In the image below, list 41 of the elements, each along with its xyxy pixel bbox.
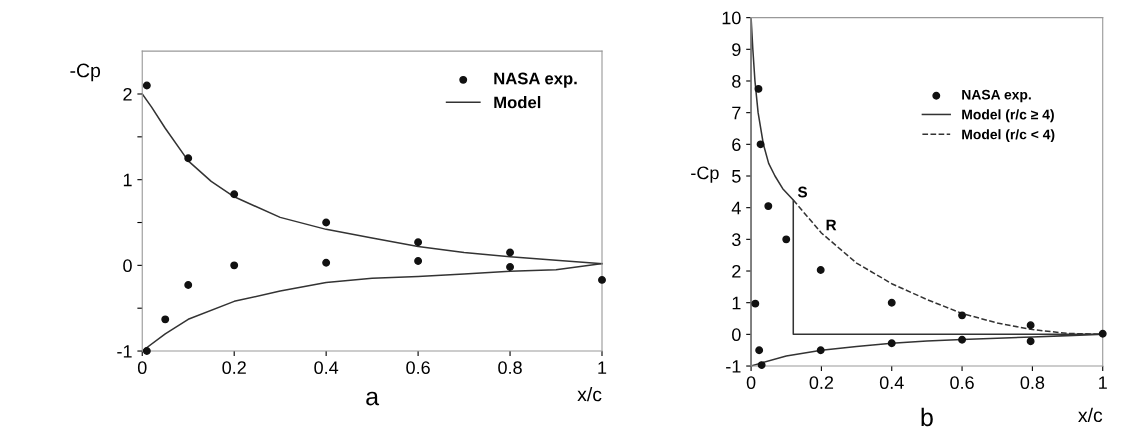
x-tick-label: 0.8 xyxy=(498,361,522,375)
y-tick-label: 4 xyxy=(731,201,741,215)
y-tick-label: 1 xyxy=(123,173,132,187)
x-tick-label: 0.2 xyxy=(809,376,834,390)
y-tick-label: 2 xyxy=(123,87,132,101)
x-tick-label: 0.2 xyxy=(222,361,246,375)
x-axis-title: x/c xyxy=(1078,407,1103,423)
x-tick-label: 0 xyxy=(746,376,756,390)
y-tick-label: -1 xyxy=(117,345,132,358)
x-tick-label: 1 xyxy=(1099,376,1107,389)
legend-label: NASA exp. xyxy=(962,89,1031,103)
annotation: R xyxy=(826,219,837,231)
legend-label: Model (r/c < 4) xyxy=(962,129,1055,143)
x-axis-title: x/c xyxy=(577,387,602,402)
legend-label: Model (r/c ≥ 4) xyxy=(962,109,1054,123)
y-tick-label: 7 xyxy=(732,106,741,120)
x-tick-label: 0.6 xyxy=(406,361,430,375)
text: b xyxy=(921,407,933,427)
y-tick-label: 6 xyxy=(732,138,741,152)
x-tick-label: 0.4 xyxy=(314,361,339,375)
y-tick-label: 8 xyxy=(732,74,741,88)
y-tick-label: 0 xyxy=(732,328,741,342)
y-tick-label: 1 xyxy=(732,296,741,310)
y-tick-label: 2 xyxy=(732,264,741,278)
x-tick-label: 1 xyxy=(598,361,607,374)
y-axis-title: -Cp xyxy=(691,166,719,183)
y-tick-label: -1 xyxy=(726,360,741,373)
y-tick-label: 3 xyxy=(732,233,741,247)
legend-label: Model xyxy=(494,96,541,109)
x-tick-label: 0.6 xyxy=(950,376,974,390)
x-tick-label: 0.4 xyxy=(879,376,904,390)
x-tick-label: 0 xyxy=(137,361,147,375)
y-tick-label: 5 xyxy=(732,170,741,183)
legend-label: NASA exp. xyxy=(494,72,577,88)
annotation: S xyxy=(797,186,808,198)
y-tick-label: 0 xyxy=(123,259,132,273)
y-axis-title: -Cp xyxy=(70,63,101,82)
text: a xyxy=(366,391,380,406)
x-tick-label: 0.8 xyxy=(1020,376,1045,390)
y-tick-label: 9 xyxy=(732,43,741,57)
y-tick-label: 10 xyxy=(722,11,741,25)
